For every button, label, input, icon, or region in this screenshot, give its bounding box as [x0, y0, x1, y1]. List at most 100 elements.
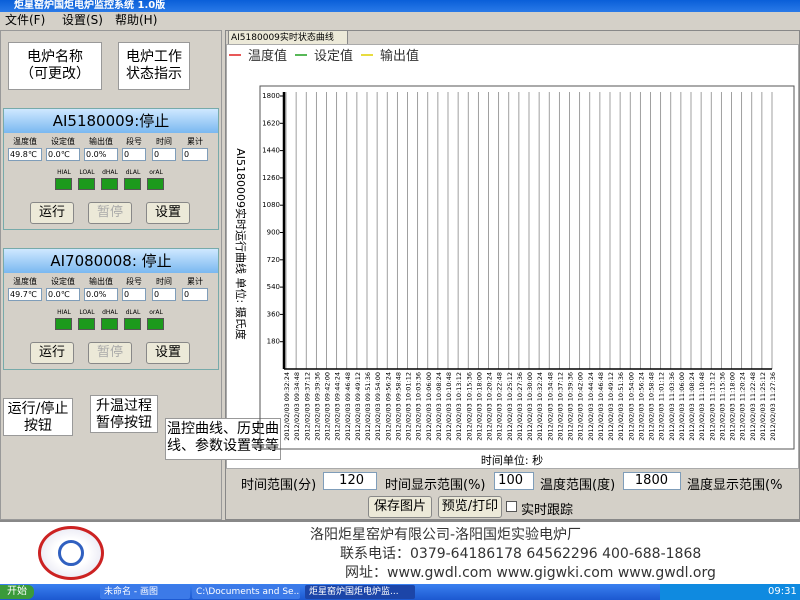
start-button[interactable]: 开始 — [0, 585, 34, 599]
x-tick-label: 2012/02/03 10:18:00 — [475, 372, 483, 441]
menu-item[interactable]: 设置(S) — [62, 13, 103, 27]
spin-input[interactable]: 120 — [323, 472, 377, 490]
control-label: 时间范围(分) — [241, 478, 317, 493]
x-tick-label: 2012/02/03 11:22:48 — [749, 372, 757, 441]
indicator-label: dHAL — [102, 309, 118, 316]
field-value: 0.0℃ — [46, 288, 80, 301]
y-tick-label: 1440 — [262, 147, 280, 155]
control-label: 温度范围(度) — [540, 478, 616, 493]
x-tick-label: 2012/02/03 10:20:24 — [486, 372, 494, 441]
spin-input[interactable]: 100 — [494, 472, 534, 490]
indicator-label: HIAL — [57, 169, 71, 176]
field-label: 输出值 — [89, 277, 113, 286]
field-value: 49.7℃ — [8, 288, 42, 301]
callout-line: 电炉名称 — [27, 49, 83, 65]
x-tick-label: 2012/02/03 10:25:12 — [506, 372, 514, 441]
x-tick-label: 2012/02/03 09:54:00 — [374, 372, 382, 441]
task-item[interactable]: C:\Documents and Se... — [192, 585, 300, 599]
x-tick-label: 2012/02/03 10:13:12 — [455, 372, 463, 441]
device-title: AI5180009:停止 — [4, 109, 218, 133]
task-item[interactable]: 炬星窑炉国炬电炉监... — [305, 585, 415, 599]
device-title: AI7080008: 停止 — [4, 249, 218, 273]
x-tick-label: 2012/02/03 10:08:24 — [435, 372, 443, 441]
x-tick-label: 2012/02/03 11:27:36 — [769, 372, 777, 441]
button[interactable]: 设置 — [146, 202, 190, 224]
indicator-light — [147, 178, 164, 190]
field-label: 时间 — [156, 277, 172, 286]
button[interactable]: 设置 — [146, 342, 190, 364]
x-tick-label: 2012/02/03 10:37:12 — [556, 372, 564, 441]
x-tick-label: 2012/02/03 11:01:12 — [658, 372, 666, 441]
callout: 电炉名称 （可更改） — [8, 42, 102, 90]
x-tick-label: 2012/02/03 10:01:12 — [405, 372, 413, 441]
callout: 温控曲线、历史曲 线、参数设置等等 — [165, 418, 281, 460]
x-tick-label: 2012/02/03 10:34:48 — [546, 372, 554, 441]
x-tick-label: 2012/02/03 11:25:12 — [759, 372, 767, 441]
indicator-light — [101, 178, 118, 190]
indicator-label: LOAL — [79, 169, 95, 176]
callout-line: 电炉工作 — [126, 49, 182, 65]
field-label: 累计 — [187, 137, 203, 146]
callout-line: （可更改） — [20, 66, 90, 82]
indicator-label: orAL — [149, 169, 163, 176]
field-label: 设定值 — [51, 137, 75, 146]
button[interactable]: 运行 — [30, 342, 74, 364]
x-tick-label: 2012/02/03 11:06:00 — [678, 372, 686, 441]
tray — [660, 584, 800, 600]
field-value: 0.0℃ — [46, 148, 80, 161]
y-axis-title: AI5180009实时运行曲线 单位: 摄氏度 — [234, 148, 248, 339]
x-tick-label: 2012/02/03 10:51:36 — [617, 372, 625, 441]
task-item[interactable]: 未命名 - 画图 — [100, 585, 190, 599]
spin-input[interactable]: 1800 — [623, 472, 681, 490]
callout-line: 暂停按钮 — [96, 415, 152, 431]
field-value: 49.8℃ — [8, 148, 42, 161]
callout-line: 温控曲线、历史曲 — [167, 421, 279, 437]
button[interactable]: 暂停 — [88, 342, 132, 364]
x-tick-label: 2012/02/03 11:03:36 — [668, 372, 676, 441]
field-value: 0 — [122, 148, 146, 161]
control-label: 实时跟踪 — [521, 503, 574, 518]
callout-line: 状态指示 — [126, 66, 182, 82]
indicator-light — [55, 178, 72, 190]
y-tick-label: 360 — [267, 310, 280, 318]
x-tick-label: 2012/02/03 10:10:48 — [445, 372, 453, 441]
checkbox[interactable] — [506, 501, 517, 512]
indicator-label: dLAL — [125, 169, 141, 176]
field-label: 设定值 — [51, 277, 75, 286]
x-tick-label: 2012/02/03 10:15:36 — [465, 372, 473, 441]
x-tick-label: 2012/02/03 10:06:00 — [425, 372, 433, 441]
title-bar: 炬星窑炉国炬电炉监控系统 1.0版 — [0, 0, 800, 12]
x-tick-label: 2012/02/03 10:56:24 — [637, 372, 645, 441]
callout-line: 按钮 — [24, 418, 52, 434]
y-tick-label: 1620 — [262, 119, 280, 127]
field-value: 0 — [152, 148, 176, 161]
field-label: 温度值 — [13, 277, 37, 286]
x-tick-label: 2012/02/03 10:32:24 — [536, 372, 544, 441]
x-tick-label: 2012/02/03 11:20:24 — [739, 372, 747, 441]
button[interactable]: 预览/打印 — [438, 496, 502, 518]
logo-mark — [58, 540, 84, 566]
x-tick-label: 2012/02/03 09:39:36 — [313, 372, 321, 441]
x-tick-label: 2012/02/03 09:42:00 — [324, 372, 332, 441]
button[interactable]: 保存图片 — [368, 496, 432, 518]
callout-line: 升温过程 — [96, 398, 152, 414]
button[interactable]: 运行 — [30, 202, 74, 224]
footer-line: 联系电话：0379-64186178 64562296 400-688-1868 — [340, 546, 702, 562]
x-tick-label: 2012/02/03 09:51:36 — [364, 372, 372, 441]
tab[interactable]: AI5180009实时状态曲线 — [228, 30, 348, 44]
y-tick-label: 180 — [267, 338, 280, 346]
legend-label: 输出值 — [380, 48, 419, 64]
field-label: 段号 — [126, 137, 142, 146]
indicator-light — [78, 318, 95, 330]
y-tick-label: 1800 — [262, 92, 280, 100]
x-tick-label: 2012/02/03 10:03:36 — [415, 372, 423, 441]
chart-area — [226, 44, 799, 469]
button[interactable]: 暂停 — [88, 202, 132, 224]
footer-line: 洛阳炬星窑炉有限公司-洛阳国炬实验电炉厂 — [310, 527, 582, 543]
menu-item[interactable]: 帮助(H) — [115, 13, 158, 27]
y-tick-label: 720 — [267, 256, 280, 264]
x-tick-label: 2012/02/03 10:44:24 — [587, 372, 595, 441]
menu-item[interactable]: 文件(F) — [5, 13, 46, 27]
x-tick-label: 2012/02/03 09:32:24 — [283, 372, 291, 441]
